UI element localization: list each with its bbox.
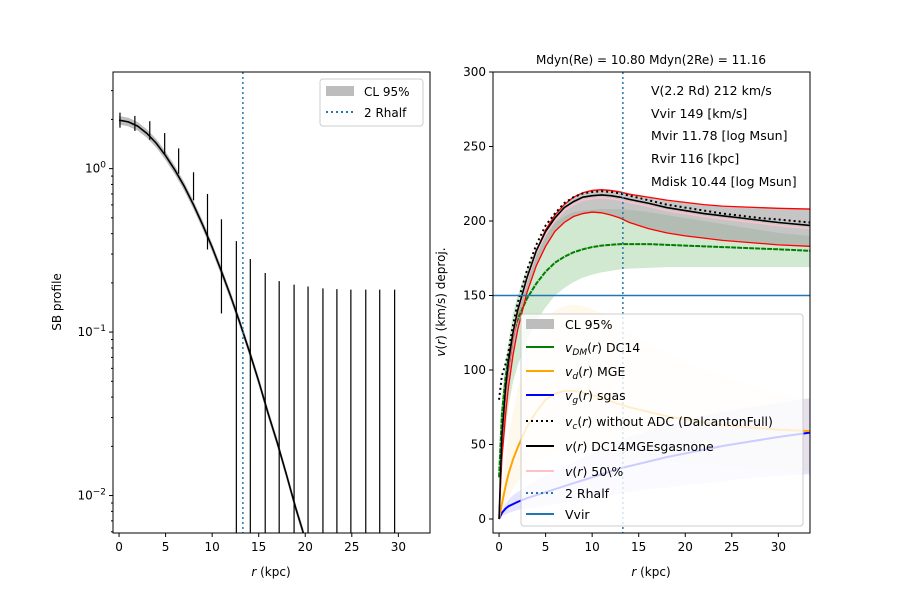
right-y-tick-label: 100 <box>463 363 486 377</box>
cl-lower-curve <box>498 211 810 520</box>
right-y-tick-label: 300 <box>463 65 486 79</box>
right-legend-box <box>520 313 804 527</box>
right-x-tick-label: 15 <box>631 540 646 554</box>
left-legend: CL 95% 2 Rhalf <box>319 78 424 127</box>
right-panel: 0 5 10 15 20 25 30 0 50 100 150 200 250 300 Mdyn(Re)… <box>434 53 811 579</box>
right-x-tick-label: 5 <box>542 540 550 554</box>
right-y-tick-label: 250 <box>463 139 486 153</box>
vdm-band <box>499 209 810 490</box>
left-y-axis-label: SB profile <box>50 273 64 331</box>
legend-vtotal-label: v(r) DC14MGEsgasnone <box>565 439 714 454</box>
left-x-ticks: 0 5 10 15 20 25 30 <box>115 533 406 554</box>
right-legend: CL 95% vDM(r) DC14 vd(r) MGE vg(r) sgas … <box>520 313 804 527</box>
annotation-vvir: Vvir 149 [km/s] <box>651 106 747 121</box>
legend-cl95-label: CL 95% <box>565 317 613 332</box>
vtotal-curve <box>498 194 810 520</box>
left-legend-cl95-patch <box>326 86 354 96</box>
left-x-tick-label: 20 <box>298 540 313 554</box>
left-x-axis-label: r (kpc) <box>251 565 290 579</box>
left-x-tick-label: 10 <box>205 540 220 554</box>
right-x-tick-label: 0 <box>495 540 503 554</box>
legend-vg-label: vg(r) sgas <box>565 388 626 406</box>
left-x-tick-label: 30 <box>391 540 406 554</box>
right-y-tick-label: 0 <box>478 512 486 526</box>
right-x-ticks: 0 5 10 15 20 25 30 <box>495 533 786 554</box>
legend-cl95-patch <box>526 319 554 329</box>
right-x-tick-label: 20 <box>678 540 693 554</box>
right-y-tick-label: 50 <box>471 437 486 451</box>
legend-vc-label: vc(r) without ADC (DalcantonFull) <box>565 414 773 432</box>
right-y-ticks: 0 50 100 150 200 250 300 <box>463 65 493 526</box>
right-axes-frame <box>492 71 811 534</box>
annotation-v22rd: V(2.2 Rd) 212 km/s <box>651 83 772 98</box>
legend-v50-label: v(r) 50\% <box>565 464 623 479</box>
left-x-tick-label: 25 <box>344 540 359 554</box>
left-legend-rhalf-label: 2 Rhalf <box>364 106 407 120</box>
right-chart-title: Mdyn(Re) = 10.80 Mdyn(2Re) = 11.16 <box>536 53 766 67</box>
vc-curve <box>498 190 810 400</box>
left-plot-area <box>118 72 396 533</box>
legend-vd-label: vd(r) MGE <box>565 364 625 382</box>
legend-rhalf-label: 2 Rhalf <box>565 486 610 501</box>
right-x-tick-label: 10 <box>585 540 600 554</box>
left-x-tick-label: 5 <box>162 540 170 554</box>
left-legend-cl95-label: CL 95% <box>364 85 410 99</box>
annotation-mvir: Mvir 11.78 [log Msun] <box>651 128 787 143</box>
annotation-rvir: Rvir 116 [kpc] <box>651 151 739 166</box>
right-y-tick-label: 200 <box>463 214 486 228</box>
right-y-tick-label: 150 <box>463 288 486 302</box>
right-annotations: V(2.2 Rd) 212 km/s Vvir 149 [km/s] Mvir … <box>651 83 797 189</box>
right-x-tick-label: 25 <box>724 540 739 554</box>
annotation-mdisk: Mdisk 10.44 [log Msun] <box>651 174 797 189</box>
right-x-axis-label: r (kpc) <box>631 565 670 579</box>
legend-vvir-label: Vvir <box>565 507 590 522</box>
vdm-curve <box>498 243 810 478</box>
right-x-tick-label: 30 <box>771 540 786 554</box>
left-x-tick-label: 0 <box>115 540 123 554</box>
right-y-axis-label: v(r) (km/s) deproj. <box>434 247 448 356</box>
left-x-tick-label: 15 <box>251 540 266 554</box>
left-axes-frame <box>112 71 431 534</box>
sb-model-curve <box>118 119 305 533</box>
